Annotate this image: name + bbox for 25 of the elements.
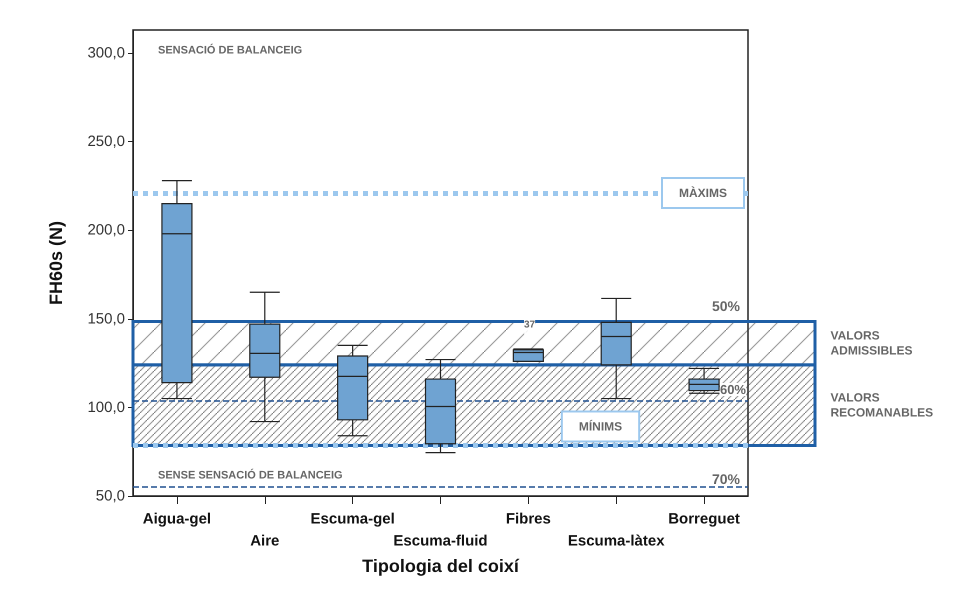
y-tick-label: 50,0 [96, 488, 125, 504]
annotation: SENSACIÓ DE BALANCEIG [158, 44, 302, 56]
x-tick-label: Escuma-làtex [568, 532, 666, 550]
band-label: VALORS ADMISSIBLES [830, 328, 913, 358]
annotation: 70% [712, 471, 741, 487]
annotation: SENSE SENSACIÓ DE BALANCEIG [158, 468, 343, 482]
annotation: 37 [524, 320, 536, 330]
x-axis-title: Tipologia del coixí [362, 556, 520, 576]
x-tick-label: Borreguet [668, 510, 740, 528]
x-tick-label: Escuma-gel [310, 510, 395, 528]
x-tick-label: Aire [250, 532, 280, 550]
band-label: VALORS RECOMANABLES [830, 390, 934, 420]
y-tick-label: 200,0 [87, 222, 125, 239]
y-tick-label: 150,0 [87, 310, 125, 328]
ref-line-label: MÀXIMS [679, 186, 727, 200]
x-tick-label: Aigua-gel [142, 510, 212, 528]
ref-line-label: MÍNIMS [578, 420, 622, 434]
y-tick-label: 250,0 [87, 133, 125, 150]
x-tick-label: Fibres [506, 510, 551, 528]
y-axis-title: FH60s (N) [46, 220, 66, 306]
y-tick-label: 300,0 [87, 44, 125, 62]
annotation: 60% [720, 382, 746, 397]
y-tick-label: 100,0 [87, 398, 125, 416]
annotation: 50% [712, 298, 741, 314]
x-tick-label: Escuma-fluid [393, 532, 488, 550]
